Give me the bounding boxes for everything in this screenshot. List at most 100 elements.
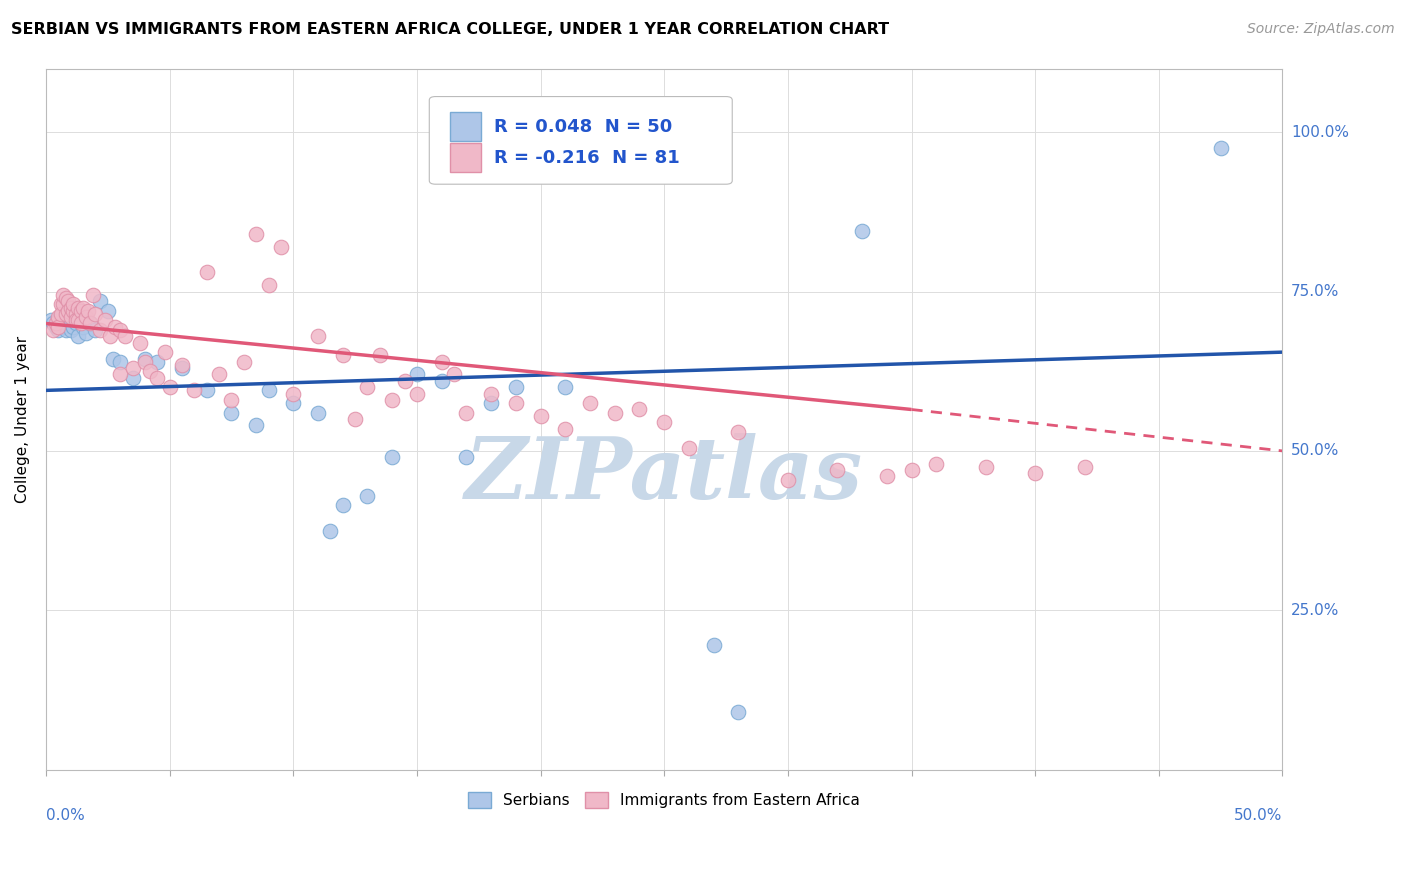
Point	[55, 307, 77, 321]
Point	[678, 441, 700, 455]
Point	[42, 317, 65, 331]
Point	[208, 368, 231, 382]
Point	[97, 303, 120, 318]
Point	[108, 368, 131, 382]
Point	[79, 317, 101, 331]
Point	[232, 354, 254, 368]
Point	[146, 354, 169, 368]
Point	[505, 380, 527, 394]
Point	[94, 313, 117, 327]
Point	[554, 380, 576, 394]
Point	[381, 450, 404, 465]
Point	[368, 348, 391, 362]
Text: 0.0%: 0.0%	[46, 808, 84, 823]
Text: 100.0%: 100.0%	[1291, 125, 1348, 140]
Point	[319, 524, 342, 538]
Point	[430, 354, 453, 368]
Y-axis label: College, Under 1 year: College, Under 1 year	[15, 335, 30, 502]
Point	[900, 463, 922, 477]
Point	[529, 409, 551, 423]
FancyBboxPatch shape	[429, 96, 733, 184]
Point	[84, 323, 107, 337]
Point	[62, 319, 84, 334]
Point	[628, 402, 651, 417]
Point	[456, 406, 478, 420]
Point	[356, 489, 378, 503]
Point	[479, 396, 502, 410]
FancyBboxPatch shape	[450, 143, 481, 172]
Point	[104, 319, 127, 334]
Point	[430, 374, 453, 388]
Text: 75.0%: 75.0%	[1291, 284, 1339, 299]
FancyBboxPatch shape	[450, 112, 481, 142]
Point	[257, 278, 280, 293]
Text: R = 0.048  N = 50: R = 0.048 N = 50	[494, 118, 672, 136]
Point	[59, 317, 82, 331]
Point	[443, 368, 465, 382]
Point	[221, 406, 243, 420]
Point	[283, 396, 305, 410]
Point	[45, 317, 67, 331]
Text: SERBIAN VS IMMIGRANTS FROM EASTERN AFRICA COLLEGE, UNDER 1 YEAR CORRELATION CHAR: SERBIAN VS IMMIGRANTS FROM EASTERN AFRIC…	[11, 22, 890, 37]
Point	[84, 307, 107, 321]
Point	[195, 384, 218, 398]
Point	[55, 323, 77, 337]
Point	[134, 354, 156, 368]
Point	[65, 317, 87, 331]
Point	[579, 396, 602, 410]
Point	[121, 361, 143, 376]
Point	[49, 307, 72, 321]
Point	[381, 392, 404, 407]
Point	[1073, 459, 1095, 474]
Point	[67, 301, 90, 315]
Point	[270, 240, 292, 254]
Point	[603, 406, 626, 420]
Point	[505, 396, 527, 410]
Point	[75, 310, 97, 324]
Point	[49, 310, 72, 324]
Point	[257, 384, 280, 398]
Point	[101, 351, 124, 366]
Point	[46, 313, 69, 327]
Point	[195, 265, 218, 279]
Point	[67, 329, 90, 343]
Point	[1024, 467, 1046, 481]
Point	[139, 364, 162, 378]
Point	[183, 384, 205, 398]
Point	[79, 317, 101, 331]
Point	[65, 307, 87, 321]
Point	[776, 473, 799, 487]
Point	[394, 374, 416, 388]
Point	[49, 317, 72, 331]
Point	[170, 361, 193, 376]
Point	[114, 329, 136, 343]
Point	[82, 287, 104, 301]
Point	[58, 294, 80, 309]
Point	[170, 358, 193, 372]
Point	[554, 422, 576, 436]
Point	[52, 319, 75, 334]
Point	[59, 323, 82, 337]
Point	[851, 224, 873, 238]
Point	[134, 351, 156, 366]
Point	[55, 291, 77, 305]
Point	[146, 370, 169, 384]
Point	[727, 425, 749, 439]
Point	[406, 386, 429, 401]
Point	[45, 319, 67, 334]
Point	[46, 323, 69, 337]
Point	[75, 326, 97, 340]
Point	[307, 406, 329, 420]
Point	[62, 303, 84, 318]
Point	[283, 386, 305, 401]
Point	[974, 459, 997, 474]
Point	[827, 463, 849, 477]
Point	[307, 329, 329, 343]
Point	[49, 297, 72, 311]
Point	[129, 335, 152, 350]
Point	[1209, 141, 1232, 155]
Text: 25.0%: 25.0%	[1291, 603, 1339, 618]
Point	[52, 307, 75, 321]
Point	[456, 450, 478, 465]
Point	[479, 386, 502, 401]
